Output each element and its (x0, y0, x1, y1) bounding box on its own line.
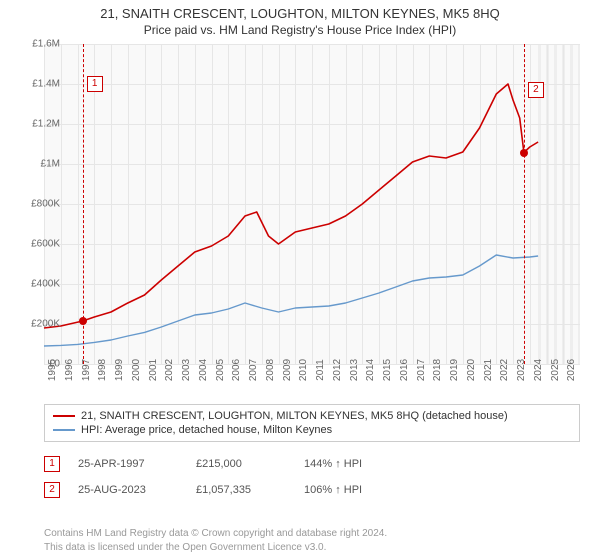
event-change: 144% ↑ HPI (304, 458, 362, 470)
x-axis-label: 2013 (349, 359, 360, 381)
event-guideline (524, 44, 525, 364)
x-axis-label: 2005 (215, 359, 226, 381)
plot-area: 12 (44, 44, 580, 364)
legend: 21, SNAITH CRESCENT, LOUGHTON, MILTON KE… (44, 404, 580, 442)
x-axis-label: 2017 (416, 359, 427, 381)
legend-label: HPI: Average price, detached house, Milt… (81, 424, 332, 436)
y-axis-label: £1.4M (32, 79, 60, 90)
y-axis-label: £200K (31, 319, 60, 330)
event-row: 2 25-AUG-2023 £1,057,335 106% ↑ HPI (44, 478, 580, 504)
event-badge: 2 (44, 482, 60, 498)
event-guideline (83, 44, 84, 364)
event-price: £1,057,335 (196, 484, 286, 496)
y-axis-label: £800K (31, 199, 60, 210)
y-axis-label: £600K (31, 239, 60, 250)
event-date: 25-AUG-2023 (78, 484, 178, 496)
event-marker-badge: 1 (87, 76, 103, 92)
event-date: 25-APR-1997 (78, 458, 178, 470)
x-axis-label: 2007 (248, 359, 259, 381)
x-axis-label: 1999 (114, 359, 125, 381)
x-axis-label: 2019 (449, 359, 460, 381)
event-change: 106% ↑ HPI (304, 484, 362, 496)
legend-item: 21, SNAITH CRESCENT, LOUGHTON, MILTON KE… (53, 409, 571, 423)
x-axis-label: 2023 (516, 359, 527, 381)
x-axis-label: 2011 (315, 359, 326, 381)
x-axis-label: 2025 (550, 359, 561, 381)
x-axis-label: 1997 (81, 359, 92, 381)
x-axis-label: 2014 (365, 359, 376, 381)
chart-title: 21, SNAITH CRESCENT, LOUGHTON, MILTON KE… (0, 0, 600, 21)
x-axis-label: 1995 (47, 359, 58, 381)
chart-subtitle: Price paid vs. HM Land Registry's House … (0, 21, 600, 37)
event-marker-badge: 2 (528, 82, 544, 98)
footer-line: This data is licensed under the Open Gov… (44, 542, 326, 553)
x-axis-label: 2010 (298, 359, 309, 381)
y-axis-label: £400K (31, 279, 60, 290)
legend-swatch (53, 429, 75, 431)
y-axis-label: £1.6M (32, 39, 60, 50)
x-axis-label: 2015 (382, 359, 393, 381)
event-list: 1 25-APR-1997 £215,000 144% ↑ HPI 2 25-A… (44, 452, 580, 504)
x-axis-label: 2008 (265, 359, 276, 381)
y-axis-label: £1.2M (32, 119, 60, 130)
event-dot (520, 149, 528, 157)
footer-line: Contains HM Land Registry data © Crown c… (44, 528, 387, 539)
x-axis-label: 2020 (466, 359, 477, 381)
event-badge: 1 (44, 456, 60, 472)
chart-lines (44, 44, 580, 364)
x-axis-label: 2001 (148, 359, 159, 381)
footer: Contains HM Land Registry data © Crown c… (44, 527, 580, 554)
event-row: 1 25-APR-1997 £215,000 144% ↑ HPI (44, 452, 580, 478)
x-axis-label: 1998 (97, 359, 108, 381)
x-axis-label: 2024 (533, 359, 544, 381)
x-axis-label: 2003 (181, 359, 192, 381)
x-axis-label: 2018 (432, 359, 443, 381)
legend-item: HPI: Average price, detached house, Milt… (53, 423, 571, 437)
event-dot (79, 317, 87, 325)
event-price: £215,000 (196, 458, 286, 470)
x-axis-label: 2002 (164, 359, 175, 381)
x-axis-label: 2026 (566, 359, 577, 381)
x-axis-label: 2009 (282, 359, 293, 381)
x-axis-label: 2021 (483, 359, 494, 381)
x-axis-label: 2004 (198, 359, 209, 381)
legend-swatch (53, 415, 75, 417)
x-axis-label: 2016 (399, 359, 410, 381)
x-axis-label: 2006 (231, 359, 242, 381)
y-axis-label: £1M (41, 159, 60, 170)
x-axis-label: 2022 (499, 359, 510, 381)
x-axis-label: 2012 (332, 359, 343, 381)
legend-label: 21, SNAITH CRESCENT, LOUGHTON, MILTON KE… (81, 410, 508, 422)
x-axis-label: 1996 (64, 359, 75, 381)
x-axis-label: 2000 (131, 359, 142, 381)
